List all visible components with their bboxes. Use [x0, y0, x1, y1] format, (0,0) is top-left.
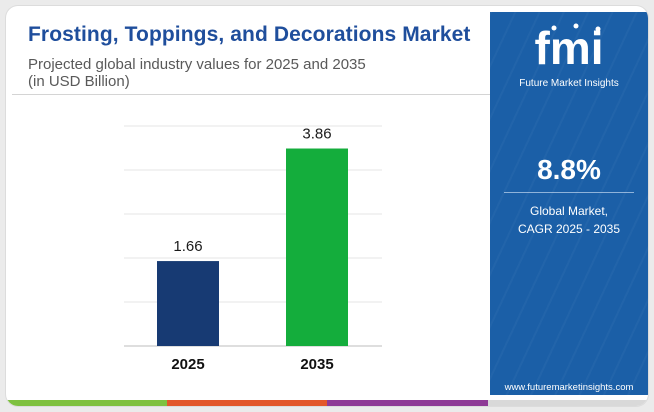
logo-dot-icon	[595, 26, 601, 32]
x-tick-label-2025: 2025	[171, 356, 204, 373]
logo-dot-icon	[573, 23, 579, 29]
sidebar-divider	[504, 192, 634, 193]
chart-title: Frosting, Toppings, and Decorations Mark…	[28, 23, 471, 46]
strip-segment	[166, 400, 327, 406]
cagr-label: Global Market, CAGR 2025 - 2035	[490, 202, 648, 238]
strip-segment	[327, 400, 488, 406]
bars	[157, 148, 348, 346]
data-label-2025: 1.66	[173, 238, 202, 255]
bar-chart: 1.66 2025 3.86 2035	[124, 125, 382, 373]
cagr-label-line-2: CAGR 2025 - 2035	[517, 222, 621, 236]
brand-name: Future Market Insights	[519, 78, 619, 89]
color-strip	[6, 400, 648, 406]
strip-segment	[6, 400, 167, 406]
cagr-value: 8.8%	[537, 154, 601, 185]
fmi-logo: fmi	[535, 22, 604, 72]
strip-segment	[487, 400, 648, 406]
x-tick-label-2035: 2035	[300, 356, 333, 373]
website-link[interactable]: www.futuremarketinsights.com	[504, 382, 634, 393]
logo-text: fmi	[535, 22, 604, 72]
subtitle-line-2: (in USD Billion)	[28, 73, 130, 90]
labels: 1.66 2025 3.86 2035	[171, 126, 333, 373]
cagr-label-line-1: Global Market,	[529, 204, 609, 218]
bar-2025	[157, 261, 219, 346]
subtitle-line-1: Projected global industry values for 202…	[28, 56, 366, 73]
bar-2035	[286, 148, 348, 346]
logo-dot-icon	[551, 25, 557, 31]
chart-card: Frosting, Toppings, and Decorations Mark…	[6, 6, 648, 406]
data-label-2035: 3.86	[302, 126, 331, 143]
header-divider	[12, 94, 490, 95]
chart-subtitle: Projected global industry values for 202…	[28, 56, 428, 90]
sidebar-panel: fmi Future Market Insights 8.8% Global M…	[490, 12, 648, 395]
